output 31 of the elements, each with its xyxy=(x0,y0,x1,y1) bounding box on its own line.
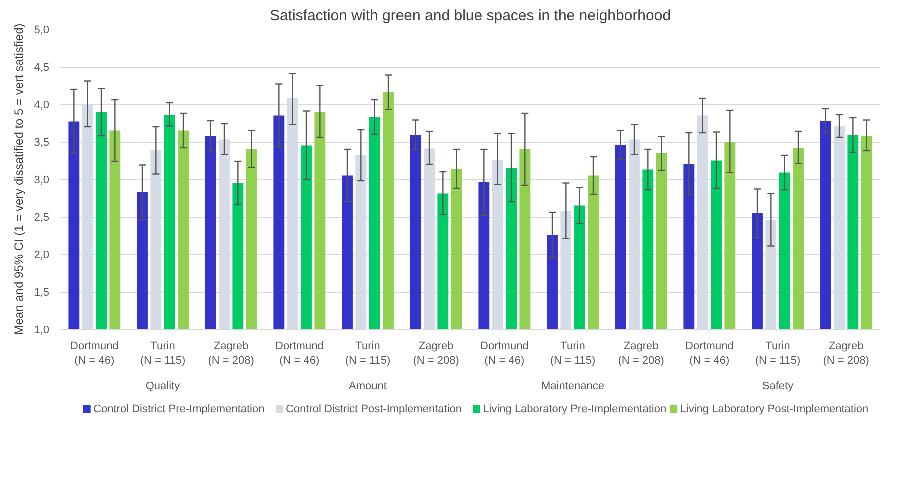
x-tick-label: Dortmund (N = 46) xyxy=(480,340,529,367)
y-tick-label: 4,5 xyxy=(34,62,50,74)
y-axis-title: Mean and 95% CI (1 = very dissatified to 5 = vert satisfied) xyxy=(12,24,26,336)
x-tick-label: Dortmund (N = 46) xyxy=(276,340,324,367)
x-tick-label: Turin (N = 115) xyxy=(550,340,596,367)
x-tick-label: Zagreb (N = 208) xyxy=(413,340,460,367)
chart-title: Satisfaction with green and blue spaces in the neighborhood xyxy=(270,8,672,24)
text: Quality xyxy=(146,380,181,392)
x-tick-label: Zagreb (N = 208) xyxy=(208,340,254,367)
x-tick-label: Turin (N = 115) xyxy=(345,340,391,367)
text: Maintenance xyxy=(542,380,605,392)
y-tick-label: 3,0 xyxy=(34,174,50,186)
text: Amount xyxy=(349,380,387,392)
y-tick-label: 3,5 xyxy=(34,137,50,149)
y-tick-label: 4,0 xyxy=(34,100,50,112)
text: Safety xyxy=(762,380,794,392)
x-tick-label: Turin (N = 115) xyxy=(140,340,186,367)
legend-label: Living Laboratory Pre-Implementation xyxy=(483,404,667,416)
x-tick-label: Turin (N = 115) xyxy=(755,340,801,367)
legend-label: Control District Post-Implementation xyxy=(286,404,462,416)
y-tick-label: 2,0 xyxy=(34,250,50,262)
legend-label: Control District Pre-Implementation xyxy=(94,404,265,416)
legend-label: Living Laboratory Post-Implementation xyxy=(680,404,869,416)
y-tick-label: 5,0 xyxy=(34,24,50,36)
x-tick-label: Zagreb (N = 208) xyxy=(823,340,870,367)
y-tick-label: 2,5 xyxy=(34,212,50,224)
x-tick-label: Dortmund (N = 46) xyxy=(70,340,119,367)
x-tick-label: Zagreb (N = 208) xyxy=(618,340,664,367)
y-tick-label: 1,0 xyxy=(34,324,50,336)
y-tick-label: 1,5 xyxy=(34,287,50,299)
x-tick-label: Dortmund (N = 46) xyxy=(686,340,734,367)
